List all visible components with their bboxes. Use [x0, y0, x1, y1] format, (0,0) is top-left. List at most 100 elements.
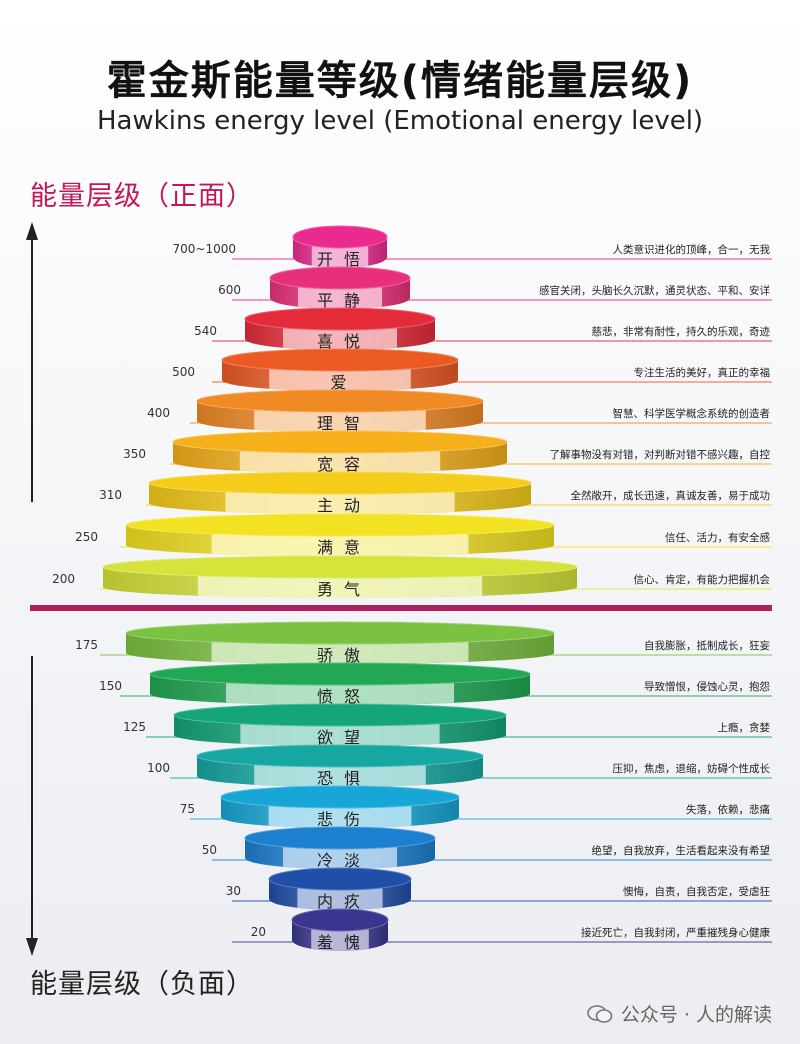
energy-disk: 恐 惧: [196, 744, 484, 788]
disk-top: [244, 826, 436, 850]
negative-arrow-head: [26, 938, 38, 956]
disk-label-panel: [197, 575, 483, 598]
disk-top: [196, 744, 484, 768]
disk-top: [221, 348, 459, 372]
disk-label-panel: [311, 245, 369, 268]
level-name: 内 疚: [317, 892, 363, 911]
disk-top: [173, 703, 507, 727]
level-name: 愤 怒: [317, 687, 363, 706]
disk-label-panel: [283, 327, 397, 350]
disk-stack: 开 悟平 静喜 悦爱理 智宽 容主 动满 意勇 气骄 傲愤 怒欲 望恐 惧悲 伤…: [102, 225, 578, 952]
energy-disk: 内 疚: [268, 867, 412, 911]
level-description: 绝望，自我放弃，生活看起来没有希望: [592, 844, 771, 857]
level-name: 悲 伤: [317, 810, 363, 829]
disk-top: [196, 389, 484, 413]
disk-label-panel: [225, 491, 455, 514]
negative-section-label: 能量层级（负面）: [30, 969, 254, 1000]
energy-disk: 愤 怒: [149, 662, 531, 706]
energy-disk: 满 意: [125, 513, 555, 557]
energy-disk: 主 动: [148, 471, 532, 515]
disk-top: [269, 266, 411, 290]
energy-disk: 爱: [221, 348, 459, 392]
level-description: 人类意识进化的顶峰，合一，无我: [613, 243, 771, 256]
wechat-icon: [587, 1004, 613, 1023]
level-description: 信任、活力，有安全感: [665, 531, 770, 544]
energy-disk: 理 智: [196, 389, 484, 433]
energy-disk: 欲 望: [173, 703, 507, 747]
disk-label-panel: [226, 682, 454, 705]
disk-top: [292, 225, 388, 249]
disk-label-panel: [297, 887, 383, 910]
disk-label-panel: [239, 450, 441, 473]
level-value: 20: [251, 925, 266, 939]
level-value: 400: [147, 406, 170, 420]
level-value: 30: [226, 884, 241, 898]
energy-disk: 勇 气: [102, 555, 578, 599]
level-value: 540: [194, 324, 217, 338]
level-value: 125: [123, 720, 146, 734]
disk-top: [149, 662, 531, 686]
disk-top: [172, 430, 508, 454]
level-value: 100: [147, 761, 170, 775]
level-name: 冷 淡: [317, 851, 363, 870]
disk-label-panel: [269, 368, 411, 392]
level-description: 压抑，焦虑，退缩，妨碍个性成长: [613, 762, 771, 775]
disk-label-panel: [311, 928, 369, 951]
level-description: 导致憎恨，侵蚀心灵，抱怨: [644, 680, 770, 693]
level-name: 爱: [330, 373, 349, 392]
level-name: 勇 气: [317, 580, 363, 599]
energy-disk: 喜 悦: [244, 307, 436, 351]
disk-top: [148, 471, 532, 495]
divider-line: [30, 605, 772, 611]
level-value: 175: [75, 638, 98, 652]
level-description: 上瘾，贪婪: [718, 721, 771, 734]
level-description: 了解事物没有对错，对判断对错不感兴趣，自控: [550, 448, 771, 461]
disk-top: [220, 785, 460, 809]
level-name: 满 意: [317, 538, 363, 557]
disk-top: [244, 307, 436, 331]
level-description: 懊悔，自责，自我否定，受虐狂: [623, 885, 770, 898]
level-description: 专注生活的美好，真正的幸福: [634, 366, 771, 379]
energy-disk: 冷 淡: [244, 826, 436, 870]
level-name: 平 静: [317, 291, 363, 310]
disk-label-panel: [240, 723, 440, 746]
energy-disk: 宽 容: [172, 430, 508, 474]
level-description: 慈悲，非常有耐性，持久的乐观，奇迹: [592, 325, 771, 338]
disk-label-panel: [283, 846, 397, 869]
level-name: 骄 傲: [317, 646, 363, 665]
disk-top: [291, 908, 389, 932]
level-description: 接近死亡，自我封闭，严重摧残身心健康: [581, 926, 770, 939]
disk-label-panel: [211, 641, 469, 664]
disk-top: [268, 867, 412, 891]
watermark: 公众号 · 人的解读: [587, 1000, 772, 1027]
level-value: 50: [202, 843, 217, 857]
disk-label-panel: [254, 409, 426, 432]
level-name: 欲 望: [317, 728, 363, 747]
watermark-text: 公众号 · 人的解读: [620, 1004, 772, 1026]
level-description: 智慧、科学医学概念系统的创造者: [613, 407, 771, 420]
level-value: 250: [75, 530, 98, 544]
page-subtitle: Hawkins energy level (Emotional energy l…: [96, 106, 704, 136]
level-name: 恐 惧: [317, 769, 363, 788]
level-description: 全然敞开，成长迅速，真诚友善，易于成功: [571, 489, 771, 502]
energy-disk: 骄 傲: [125, 621, 555, 665]
disk-top: [125, 621, 555, 645]
level-name: 主 动: [317, 496, 363, 515]
level-value: 600: [218, 283, 241, 297]
level-name: 理 智: [317, 414, 363, 433]
level-name: 开 悟: [317, 250, 363, 269]
level-value: 150: [99, 679, 122, 693]
positive-section-label: 能量层级（正面）: [30, 181, 254, 212]
level-name: 喜 悦: [317, 332, 363, 351]
level-value: 700~1000: [173, 242, 237, 256]
level-value: 200: [52, 572, 75, 586]
level-name: 羞 愧: [317, 933, 363, 952]
level-description: 信心、肯定，有能力把握机会: [634, 573, 771, 586]
level-description: 失落，依赖，悲痛: [686, 803, 770, 816]
level-name: 宽 容: [317, 455, 363, 474]
level-value: 500: [172, 365, 195, 379]
disk-label-panel: [254, 764, 426, 787]
disk-label-panel: [298, 286, 382, 310]
